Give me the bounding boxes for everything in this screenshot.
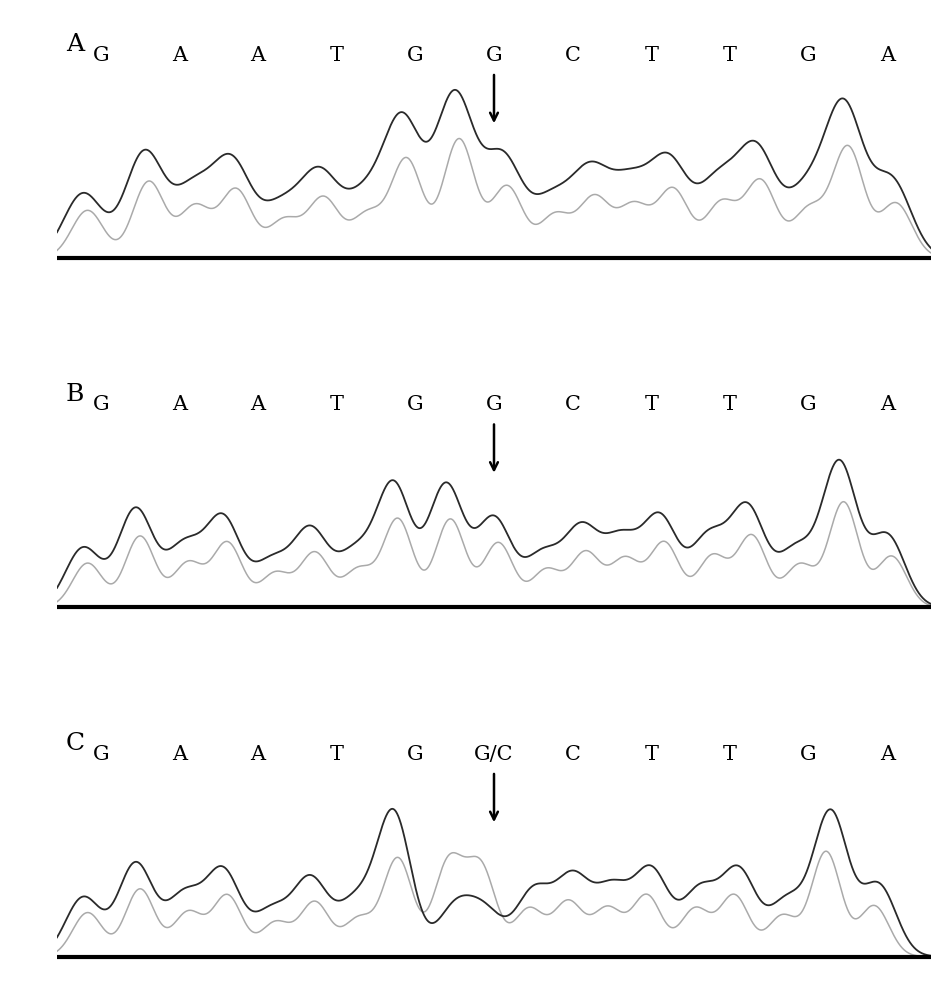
Text: G: G: [407, 395, 424, 414]
Text: G: G: [485, 395, 503, 414]
Text: A: A: [880, 46, 895, 65]
Text: C: C: [564, 395, 580, 414]
Text: T: T: [330, 395, 344, 414]
Text: T: T: [644, 745, 658, 764]
Text: A: A: [880, 745, 895, 764]
Text: A: A: [172, 745, 187, 764]
Text: T: T: [330, 745, 344, 764]
Text: G: G: [485, 46, 503, 65]
Text: A: A: [251, 395, 266, 414]
Text: G: G: [407, 46, 424, 65]
Text: G: G: [92, 745, 109, 764]
Text: C: C: [564, 46, 580, 65]
Text: T: T: [644, 395, 658, 414]
Text: C: C: [66, 732, 85, 755]
Text: G: G: [92, 395, 109, 414]
Text: T: T: [723, 46, 737, 65]
Text: G: G: [92, 46, 109, 65]
Text: T: T: [723, 745, 737, 764]
Text: A: A: [172, 395, 187, 414]
Text: G: G: [800, 745, 817, 764]
Text: T: T: [644, 46, 658, 65]
Text: C: C: [564, 745, 580, 764]
Text: B: B: [66, 383, 85, 406]
Text: T: T: [330, 46, 344, 65]
Text: A: A: [66, 33, 84, 56]
Text: A: A: [251, 46, 266, 65]
Text: G: G: [800, 395, 817, 414]
Text: G: G: [800, 46, 817, 65]
Text: A: A: [172, 46, 187, 65]
Text: G/C: G/C: [474, 745, 514, 764]
Text: T: T: [723, 395, 737, 414]
Text: G: G: [407, 745, 424, 764]
Text: A: A: [251, 745, 266, 764]
Text: A: A: [880, 395, 895, 414]
